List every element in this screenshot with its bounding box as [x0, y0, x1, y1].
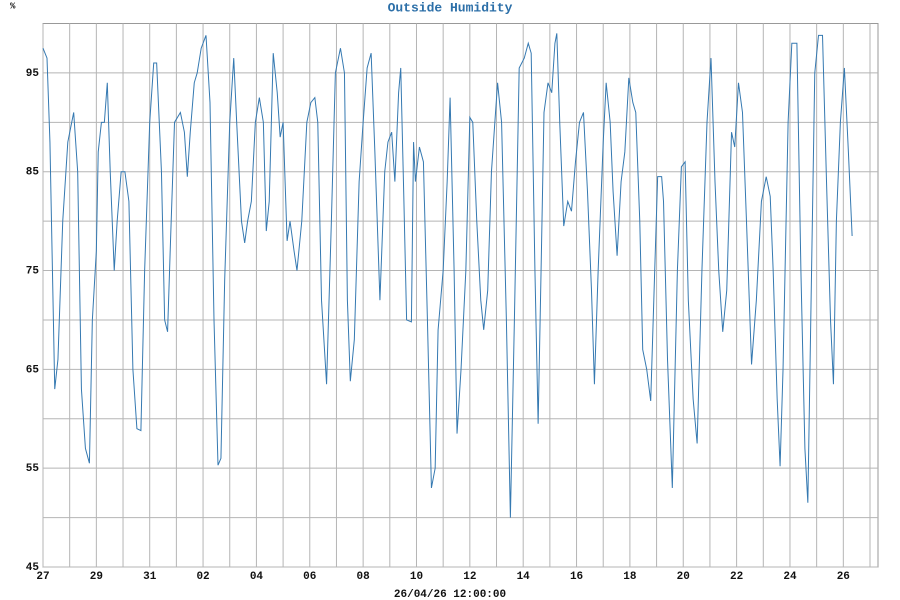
- x-tick-label: 26: [837, 571, 850, 583]
- x-tick-label: 08: [357, 571, 371, 583]
- x-tick-label: 14: [517, 571, 531, 583]
- chart-title: Outside Humidity: [388, 0, 513, 15]
- y-tick-label: 95: [26, 68, 40, 80]
- x-tick-label: 27: [36, 571, 49, 583]
- y-tick-label: 45: [26, 562, 40, 574]
- y-tick-label: 65: [26, 364, 40, 376]
- x-tick-label: 12: [463, 571, 476, 583]
- x-tick-label: 29: [90, 571, 103, 583]
- x-tick-label: 24: [783, 571, 797, 583]
- x-tick-label: 16: [570, 571, 583, 583]
- y-axis-label: %: [10, 1, 16, 11]
- x-tick-label: 10: [410, 571, 423, 583]
- x-tick-label: 18: [623, 571, 637, 583]
- x-tick-label: 22: [730, 571, 743, 583]
- data-line: [42, 33, 853, 518]
- plot-area: [42, 23, 879, 568]
- x-tick-label: 31: [143, 571, 157, 583]
- y-tick-label: 75: [26, 265, 40, 277]
- x-tick-label: 06: [303, 571, 316, 583]
- x-tick-label: 20: [677, 571, 690, 583]
- y-tick-label: 85: [26, 167, 40, 179]
- y-tick-label: 55: [26, 463, 40, 475]
- x-tick-label: 04: [250, 571, 264, 583]
- x-axis-label: 26/04/26 12:00:00: [394, 589, 506, 600]
- x-tick-label: 02: [196, 571, 209, 583]
